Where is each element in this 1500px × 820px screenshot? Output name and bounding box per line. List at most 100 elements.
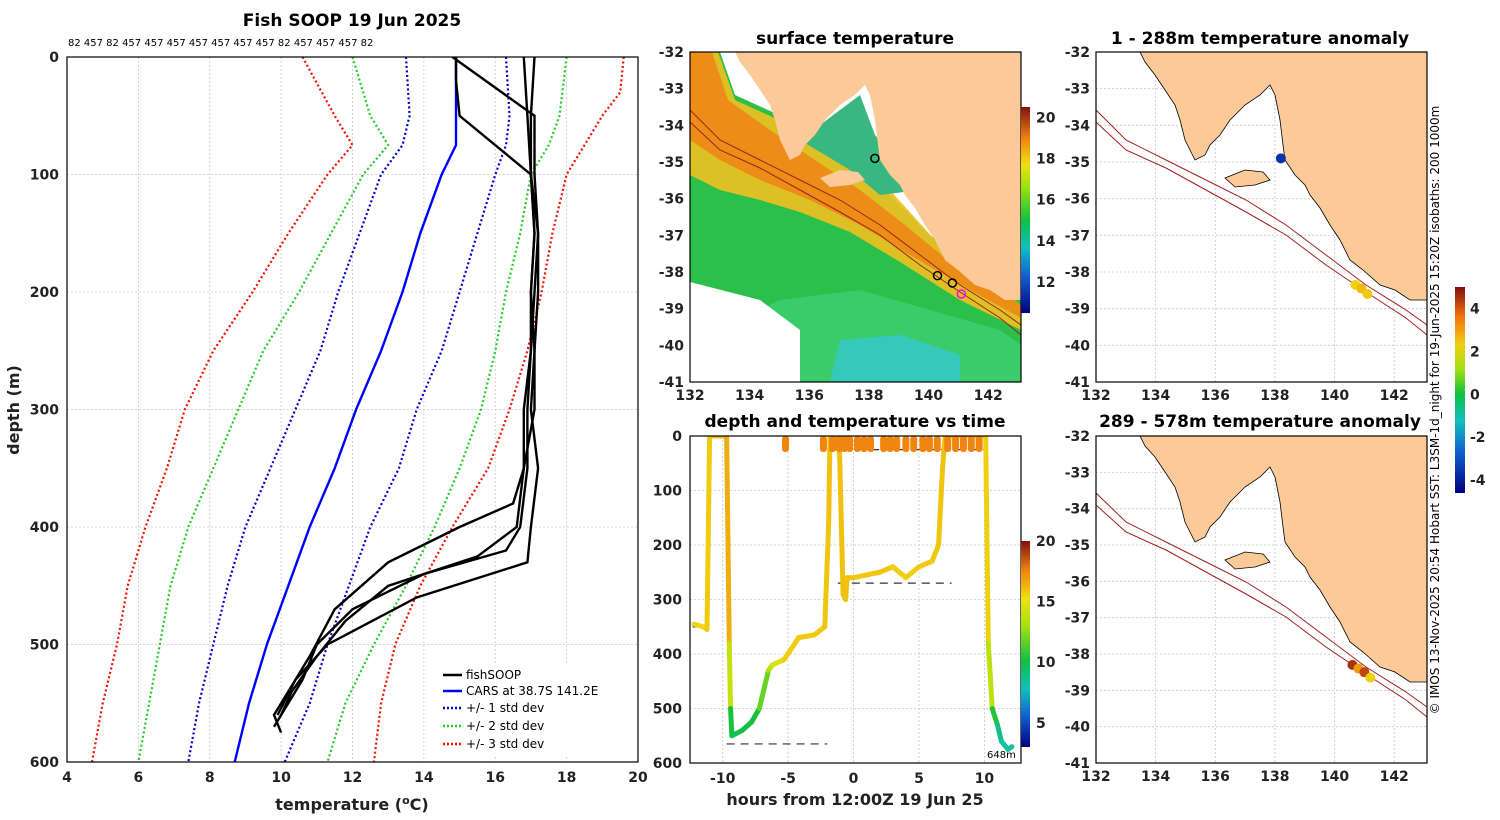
map-ytick-label: -39	[1065, 683, 1090, 699]
anomaly-colorbar	[1455, 287, 1465, 493]
dt-surface-marker	[933, 436, 941, 452]
dt-surface-marker	[959, 436, 967, 452]
map-ytick-label: -38	[1065, 265, 1090, 281]
anom2-title: 289 - 578m temperature anomaly	[1099, 412, 1421, 432]
map-ytick-label: -37	[659, 228, 684, 244]
map-xtick-label: 136	[795, 388, 824, 404]
map-ytick-label: -32	[1065, 429, 1090, 445]
dt-track-segment	[724, 436, 732, 646]
legend-label-std1: +/- 1 std dev	[466, 701, 544, 715]
anom2-points	[1347, 659, 1376, 683]
dt-colorbar-label: 5	[1036, 716, 1046, 732]
profile-series--1-std	[283, 57, 511, 762]
anom1-point	[1275, 153, 1286, 164]
dt-surface-marker	[853, 436, 861, 452]
dt-surface-marker	[910, 436, 918, 452]
sst-colorbar-ticks: 12 14 16 18 20	[1036, 110, 1056, 291]
anom2-isobath-200	[1096, 492, 1427, 708]
sst-field-hot-core	[690, 52, 1021, 318]
dt-xlabel: hours from 12:00Z 19 Jun 25	[726, 790, 983, 809]
map-ytick-label: -36	[659, 192, 684, 208]
sst-colorbar	[1021, 107, 1030, 313]
sst-cloud-gap	[690, 282, 800, 382]
dt-colorbar-ticks: 5 10 15 20	[1036, 534, 1056, 732]
dt-surface-marker	[782, 436, 790, 452]
map-xtick-label: 132	[1081, 388, 1110, 404]
profile-ytick-label: 300	[30, 403, 59, 419]
depth-time-panel: depth and temperature vs time -10 -5 0 5 100…	[653, 412, 1056, 809]
profile-top-annotation: 82 457 82 457 457 457 457 457 457 457 82…	[68, 38, 373, 49]
dt-surface-marker	[867, 436, 875, 452]
anom1-title: 1 - 288m temperature anomaly	[1111, 29, 1409, 49]
dt-title: depth and temperature vs time	[705, 412, 1006, 432]
profile-series--1-std	[187, 57, 411, 762]
dt-colorbar-label: 15	[1036, 595, 1055, 611]
profile-ytick-label: 0	[49, 50, 59, 66]
map-ytick-label: -35	[1065, 538, 1090, 554]
profile-xlabel-main: temperature (	[275, 795, 402, 814]
map-xtick-label: 140	[1320, 388, 1349, 404]
map-ytick-label: -39	[659, 302, 684, 318]
profile-ytick-label: 200	[30, 285, 59, 301]
dt-xtick-label: -10	[710, 771, 736, 787]
dt-track-segment	[836, 436, 846, 597]
sst-title: surface temperature	[756, 29, 954, 49]
profile-legend: fishSOOP CARS at 38.7S 141.2E +/- 1 std …	[438, 665, 628, 757]
dt-surface-marker	[893, 436, 901, 452]
anom1-island	[1224, 169, 1271, 188]
profile-series	[90, 57, 625, 762]
profile-series-fishsoop-cast-c	[276, 57, 540, 716]
profile-xtick-label: 18	[557, 770, 576, 786]
sst-kangaroo-island	[820, 170, 865, 187]
map-ytick-label: -33	[659, 82, 684, 98]
dt-colorbar-label: 20	[1036, 534, 1056, 550]
map-ytick-label: -38	[1065, 647, 1090, 663]
dt-surface-marker	[819, 436, 827, 452]
map-xtick-label: 138	[1260, 769, 1289, 785]
map-xtick-label: 132	[675, 388, 704, 404]
anomaly-lower-panel: 289 - 578m temperature anomaly 132 134 136…	[1065, 412, 1428, 785]
sst-colorbar-label: 12	[1036, 275, 1055, 291]
sst-cast-marker	[870, 153, 880, 164]
map-ytick-label: -38	[659, 265, 684, 281]
profile-series--3-std	[372, 57, 625, 762]
map-xtick-label: 136	[1201, 388, 1230, 404]
dt-track-segment	[936, 466, 946, 548]
map-ytick-label: -41	[1065, 756, 1090, 772]
legend-label-std3: +/- 3 std dev	[466, 737, 544, 751]
anom1-frame	[1095, 51, 1428, 383]
map-ytick-label: -34	[659, 118, 685, 134]
credit-text: © IMOS 13-Nov-2025 20:54 Hobart SST: L3S…	[1428, 106, 1442, 715]
dt-ytick-label: 300	[653, 593, 682, 609]
dt-track-segment	[903, 564, 922, 581]
dt-track-segment	[781, 643, 796, 662]
dt-track-segment	[843, 575, 850, 602]
map-ytick-label: -32	[659, 45, 684, 61]
dt-track	[691, 436, 1015, 752]
sst-cast-marker	[932, 270, 943, 281]
anomaly-colorbar-ticks: 4 2 0 -2 -4	[1470, 301, 1486, 489]
map-ytick-label: -34	[1065, 502, 1091, 518]
dt-depth-annotation: 648m	[987, 750, 1016, 761]
anom2-point	[1365, 672, 1376, 683]
sst-ticks: 132 134 136 138 140 142 -32 -33 -34 -35 -36 -37 -38 -…	[659, 45, 1003, 404]
profile-grid	[66, 56, 639, 763]
dt-track-segment	[822, 520, 832, 630]
map-xtick-label: 138	[854, 388, 883, 404]
dt-ytick-label: 100	[653, 484, 682, 500]
map-ytick-label: -37	[1065, 228, 1090, 244]
legend-label-std2: +/- 2 std dev	[466, 719, 544, 733]
map-xtick-label: 140	[1320, 769, 1349, 785]
map-xtick-label: 140	[914, 388, 943, 404]
anom1-land	[1139, 52, 1427, 301]
sst-markers	[870, 153, 967, 299]
anomaly-upper-panel: 1 - 288m temperature anomaly 132 134 136 13…	[1065, 29, 1428, 404]
map-xtick-label: 132	[1081, 769, 1110, 785]
sst-colorbar-label: 14	[1036, 234, 1056, 250]
dt-track-segment	[994, 722, 1004, 744]
map-ytick-label: -34	[1065, 118, 1091, 134]
sst-land	[735, 52, 1021, 300]
